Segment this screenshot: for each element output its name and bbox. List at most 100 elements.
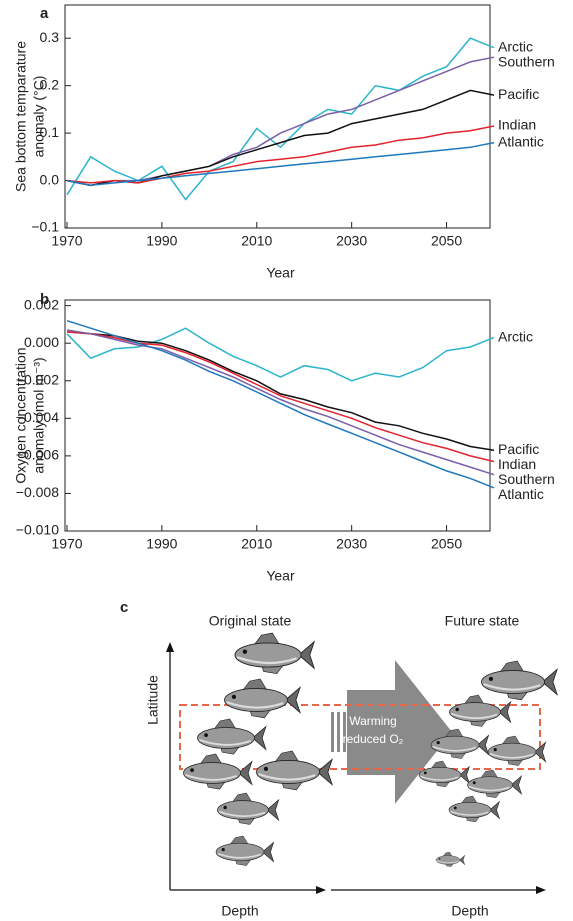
fish <box>467 769 523 798</box>
fish-tail <box>261 841 275 863</box>
series-line <box>66 319 495 489</box>
fish <box>224 678 301 719</box>
fish-fin <box>499 660 525 672</box>
fish-tail <box>510 775 523 795</box>
fish-eye <box>204 733 208 738</box>
legend-label: Atlantic <box>498 486 544 502</box>
fish-fin <box>254 632 280 645</box>
arrow-label: Warming <box>349 714 397 728</box>
y-tick-label: 0.002 <box>24 296 59 312</box>
y-tick-label: 0.000 <box>24 334 59 350</box>
fish <box>487 735 547 766</box>
fish-belly <box>236 656 297 665</box>
x-tick-label: 2030 <box>336 233 367 249</box>
x-tick-label: 2050 <box>431 536 462 552</box>
fish-tail <box>489 800 500 820</box>
series-line <box>66 327 495 382</box>
fish-fin <box>480 769 498 778</box>
fish-belly <box>450 712 498 720</box>
fish-tail <box>459 765 470 785</box>
fish-tail <box>498 700 512 724</box>
fish-belly <box>436 860 459 864</box>
y-axis-label: Latitude <box>145 675 161 725</box>
fish-fin <box>431 760 448 769</box>
legend-label: Southern <box>498 471 555 487</box>
fish <box>256 750 333 791</box>
x-tick-label: 2050 <box>431 233 462 249</box>
y-axis-title: anomaly (°C) <box>31 76 47 158</box>
legend-label: Indian <box>498 456 536 472</box>
fish-belly <box>432 745 477 752</box>
fish-eye <box>242 649 248 654</box>
fish-tail <box>266 798 280 822</box>
legend-label: Arctic <box>498 38 533 54</box>
fish-fin <box>461 795 478 804</box>
fish-eye <box>263 766 269 771</box>
x-tick-label: 2030 <box>336 536 367 552</box>
arrow-stripe <box>331 712 334 752</box>
arrow-stripe <box>343 712 346 752</box>
series-line <box>66 331 495 463</box>
fish-tail <box>238 760 253 786</box>
arrow-stripe <box>337 712 340 752</box>
fish <box>435 851 466 867</box>
fish-tail <box>476 734 490 756</box>
fish-tail <box>316 758 333 786</box>
y-tick-label: −0.010 <box>16 522 59 538</box>
x-axis-title: Year <box>266 265 295 281</box>
fish-belly <box>483 683 541 691</box>
series-line <box>66 37 495 201</box>
fish-eye <box>455 707 459 712</box>
fish-belly <box>199 739 252 746</box>
fish-fin <box>200 753 223 764</box>
fish-belly <box>218 810 266 818</box>
panel-letter: c <box>120 599 128 616</box>
fish <box>418 760 470 788</box>
big-arrow <box>347 660 452 804</box>
legend-label: Pacific <box>498 86 539 102</box>
series-line <box>66 141 495 187</box>
fish-eye <box>223 805 227 810</box>
series-line <box>66 331 495 451</box>
legend-label: Indian <box>498 117 536 133</box>
x-tick-label: 1970 <box>51 536 82 552</box>
fish-tail <box>458 854 466 866</box>
fish-eye <box>493 748 497 752</box>
x-axis-label: Depth <box>221 903 258 919</box>
series-line <box>66 125 495 184</box>
fish-eye <box>231 694 237 699</box>
series-line <box>66 89 495 187</box>
y-tick-label: −0.004 <box>16 409 59 425</box>
fish-tail <box>252 725 267 751</box>
fish-fin <box>464 694 484 704</box>
x-tick-label: 2010 <box>241 233 272 249</box>
fish-fin <box>442 851 453 857</box>
y-tick-label: −0.006 <box>16 447 59 463</box>
plot-frame <box>64 4 491 229</box>
y-axis-title: Oxygen concentration <box>13 347 29 483</box>
fish-tail <box>541 668 558 696</box>
fish <box>215 835 275 866</box>
y-tick-label: 0.0 <box>40 171 60 187</box>
y-tick-label: 0.1 <box>40 124 60 140</box>
fish-tail <box>298 640 316 670</box>
series-line <box>66 329 495 476</box>
fish-belly <box>217 852 262 859</box>
fish-eye <box>472 781 476 785</box>
fish <box>430 728 490 759</box>
y-tick-label: −0.008 <box>16 484 59 500</box>
y-tick-label: −0.002 <box>16 371 59 387</box>
x-tick-label: 1990 <box>146 233 177 249</box>
y-tick-label: −0.1 <box>31 219 59 235</box>
fish-belly <box>468 785 510 792</box>
fish-belly <box>226 701 284 709</box>
fish <box>449 694 512 727</box>
y-tick-label: 0.2 <box>40 76 60 92</box>
x-tick-label: 2010 <box>241 536 272 552</box>
fish <box>448 795 500 823</box>
plot-frame <box>64 299 491 532</box>
fish-tail <box>533 741 547 763</box>
fish <box>183 753 253 790</box>
fish-fin <box>242 678 268 690</box>
